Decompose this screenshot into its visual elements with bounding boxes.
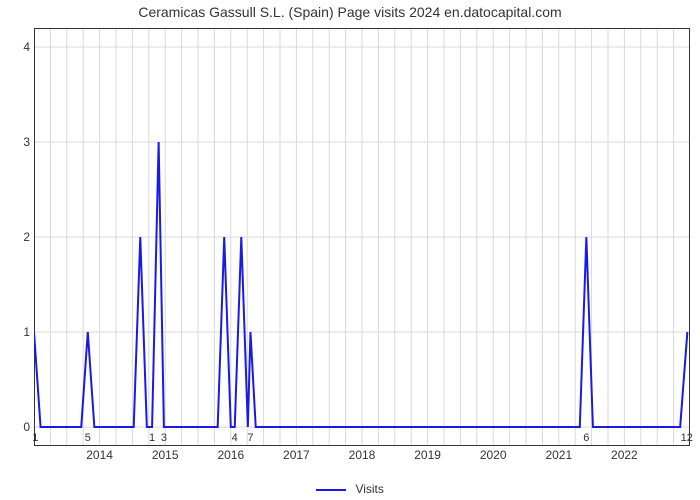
- x-extra-label: 12: [681, 432, 693, 444]
- chart-svg: [34, 28, 690, 446]
- x-tick-label: 2018: [349, 448, 376, 462]
- y-tick-label: 0: [6, 420, 30, 434]
- x-tick-label: 2015: [152, 448, 179, 462]
- chart-title: Ceramicas Gassull S.L. (Spain) Page visi…: [0, 0, 700, 26]
- x-extra-label: 7: [247, 432, 253, 444]
- legend: Visits: [0, 482, 700, 496]
- x-extra-label: 1: [149, 432, 155, 444]
- x-tick-label: 2019: [414, 448, 441, 462]
- x-extra-label: 1: [32, 432, 38, 444]
- x-tick-label: 2020: [480, 448, 507, 462]
- y-tick-label: 1: [6, 325, 30, 339]
- x-extra-label: 4: [232, 432, 238, 444]
- x-tick-label: 2021: [545, 448, 572, 462]
- x-tick-label: 2016: [217, 448, 244, 462]
- x-extra-label: 6: [583, 432, 589, 444]
- y-tick-label: 2: [6, 230, 30, 244]
- plot-area: [34, 28, 690, 446]
- y-tick-label: 3: [6, 135, 30, 149]
- x-tick-label: 2017: [283, 448, 310, 462]
- legend-label: Visits: [355, 482, 383, 496]
- x-tick-label: 2022: [611, 448, 638, 462]
- x-tick-label: 2014: [86, 448, 113, 462]
- legend-swatch: [316, 489, 346, 491]
- x-extra-label: 3: [161, 432, 167, 444]
- x-extra-label: 5: [85, 432, 91, 444]
- y-tick-label: 4: [6, 40, 30, 54]
